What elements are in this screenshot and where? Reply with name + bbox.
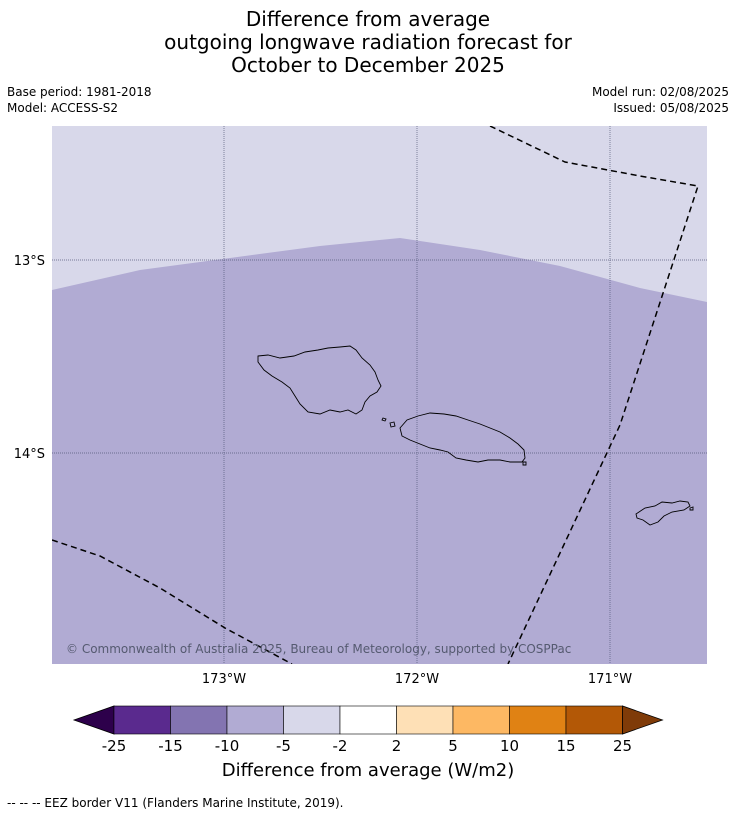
colorbar-tick-label: -5: [276, 737, 291, 755]
colorbar-swatch: [509, 705, 567, 735]
graticule: [52, 126, 707, 664]
eez-line-southwest: [52, 539, 293, 664]
colorbar-tick-label: 2: [392, 737, 402, 755]
colorbar-swatch: [339, 705, 397, 735]
issued-date: Issued: 05/08/2025: [613, 101, 729, 115]
colorbar-extend-under: [72, 705, 115, 735]
colorbar-extend-over: [622, 705, 664, 735]
base-period: Base period: 1981-2018: [7, 85, 152, 99]
eez-footnote: -- -- -- EEZ border V11 (Flanders Marine…: [7, 796, 344, 810]
title-line-3: October to December 2025: [231, 53, 505, 77]
island-apolima: [389, 421, 396, 428]
island-tutuila: [635, 500, 691, 526]
lon-label-172w: 172°W: [395, 672, 439, 687]
colorbar: -25 -15 -10 -5 -2 2 5 10 15 25: [72, 705, 664, 755]
colorbar-title: Difference from average (W/m2): [221, 760, 515, 781]
eez-border: [52, 126, 699, 664]
colorbar-swatch: [113, 705, 171, 735]
colorbar-tick-label: -2: [333, 737, 348, 755]
colorbar-swatch: [565, 705, 623, 735]
lon-label-171w: 171°W: [588, 672, 632, 687]
colorbar-tick-label: 10: [500, 737, 519, 755]
island-aunuu: [689, 506, 694, 511]
colorbar-swatch: [452, 705, 510, 735]
colorbar-tick-label: 25: [613, 737, 632, 755]
title-line-2: outgoing longwave radiation forecast for: [164, 30, 572, 54]
eez-line-northeast: [489, 126, 699, 664]
island-upolu: [399, 412, 526, 463]
colorbar-tick-label: -10: [215, 737, 240, 755]
colorbar-tick-label: -15: [158, 737, 183, 755]
map-title: Difference from average outgoing longwav…: [0, 8, 736, 77]
island-savaii: [257, 345, 382, 415]
region-main-anomaly: [52, 238, 707, 664]
colorbar-swatch: [170, 705, 228, 735]
colorbar-tick-label: -25: [102, 737, 127, 755]
copyright-text: © Commonwealth of Australia 2025, Bureau…: [66, 642, 571, 656]
model-name: Model: ACCESS-S2: [7, 101, 119, 115]
title-line-1: Difference from average: [245, 7, 491, 31]
colorbar-tick-label: 5: [448, 737, 458, 755]
map-area: © Commonwealth of Australia 2025, Bureau…: [52, 126, 707, 664]
lat-label-13s: 13°S: [14, 254, 45, 269]
lon-label-173w: 173°W: [202, 672, 246, 687]
island-nuutele: [522, 461, 527, 466]
meta-left: Base period: 1981-2018 Model: ACCESS-S2: [7, 84, 152, 116]
colorbar-swatch: [396, 705, 454, 735]
colorbar-tick-label: 15: [556, 737, 575, 755]
colorbar-swatch: [283, 705, 341, 735]
meta-right: Model run: 02/08/2025 Issued: 05/08/2025: [592, 84, 729, 116]
island-manono: [381, 417, 387, 422]
model-run: Model run: 02/08/2025: [591, 85, 729, 99]
lat-label-14s: 14°S: [14, 447, 45, 462]
colorbar-swatch: [226, 705, 284, 735]
